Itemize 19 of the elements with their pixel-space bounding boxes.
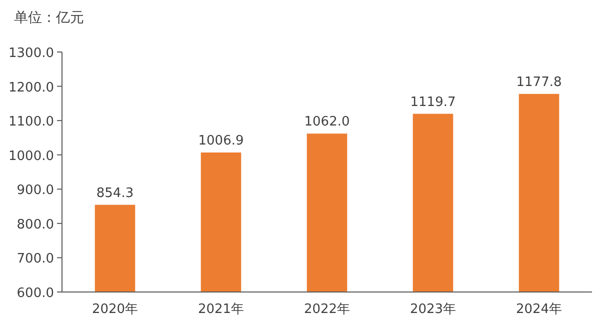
x-tick-label: 2024年 [516,302,562,317]
data-label: 1006.9 [198,133,244,148]
y-tick-label: 800.0 [16,217,54,232]
x-tick-label: 2022年 [304,302,350,317]
data-label: 1177.8 [516,74,562,90]
data-label: 1119.7 [410,94,456,110]
y-tick-label: 600.0 [16,286,54,301]
y-tick-label: 1200.0 [8,80,54,96]
x-tick-label: 2020年 [92,302,138,317]
y-tick-label: 1100.0 [8,114,54,130]
data-label: 1062.0 [304,114,350,130]
y-tick-label: 700.0 [16,252,54,267]
x-tick-label: 2021年 [198,302,244,317]
y-tick-label: 900.0 [16,183,54,198]
y-axis-title: 单位：亿元 [14,10,84,26]
y-tick-label: 1000.0 [8,148,54,164]
data-label: 854.3 [96,186,134,201]
y-tick-label: 1300.0 [8,46,54,61]
x-tick-label: 2023年 [410,302,456,317]
